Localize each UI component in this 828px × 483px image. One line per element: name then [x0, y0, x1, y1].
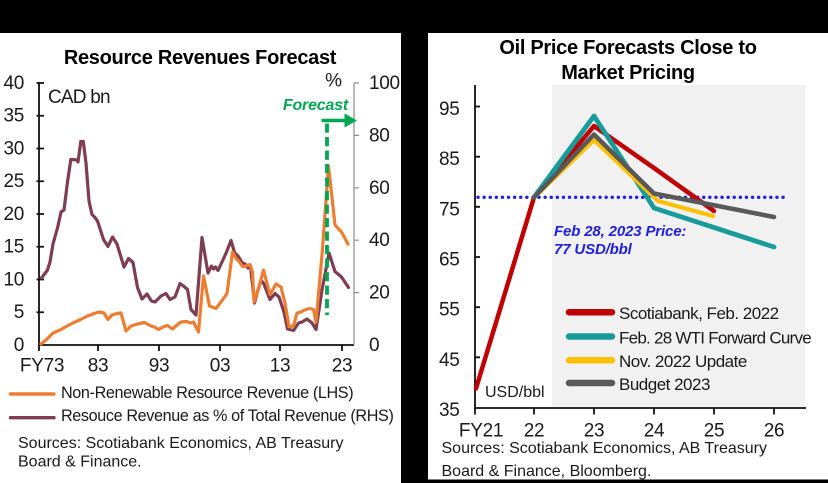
svg-text:Feb. 28 WTI Forward Curve: Feb. 28 WTI Forward Curve	[619, 328, 811, 347]
svg-text:5: 5	[14, 302, 24, 323]
svg-text:93: 93	[149, 356, 170, 377]
svg-text:Feb 28, 2023 Price:: Feb 28, 2023 Price:	[554, 223, 686, 240]
svg-text:Scotiabank, Feb. 2022: Scotiabank, Feb. 2022	[619, 304, 779, 323]
svg-text:13: 13	[270, 356, 291, 377]
svg-text:0: 0	[369, 335, 379, 356]
svg-text:15: 15	[3, 237, 24, 258]
svg-text:60: 60	[369, 178, 390, 199]
svg-text:%: %	[325, 71, 342, 92]
svg-text:77 USD/bbl: 77 USD/bbl	[554, 241, 633, 258]
svg-text:Board & Finance.: Board & Finance.	[18, 454, 142, 471]
svg-text:23: 23	[584, 421, 605, 442]
svg-text:25: 25	[704, 421, 725, 442]
svg-text:Sources: Scotiabank Economics,: Sources: Scotiabank Economics, AB Treasu…	[18, 435, 343, 452]
svg-text:85: 85	[439, 149, 460, 170]
svg-text:Resouce Revenue as % of Total: Resouce Revenue as % of Total Revenue (R…	[61, 407, 393, 425]
svg-text:CAD bn: CAD bn	[48, 87, 110, 108]
svg-text:26: 26	[764, 421, 785, 442]
svg-text:75: 75	[439, 199, 460, 220]
svg-text:Nov. 2022 Update: Nov. 2022 Update	[619, 352, 747, 371]
svg-text:10: 10	[3, 270, 24, 291]
svg-text:40: 40	[3, 73, 24, 94]
svg-text:25: 25	[3, 171, 24, 192]
svg-text:22: 22	[524, 421, 545, 442]
svg-text:Resource Revenues Forecast: Resource Revenues Forecast	[64, 47, 337, 69]
svg-text:USD/bbl: USD/bbl	[485, 384, 545, 401]
svg-text:FY73: FY73	[20, 356, 64, 377]
svg-text:FY21: FY21	[459, 421, 503, 442]
svg-text:65: 65	[439, 250, 460, 271]
svg-text:83: 83	[88, 356, 109, 377]
svg-text:23: 23	[332, 356, 353, 377]
svg-text:30: 30	[3, 139, 24, 160]
svg-text:0: 0	[14, 335, 24, 356]
svg-text:55: 55	[439, 300, 460, 321]
svg-text:Market Pricing: Market Pricing	[561, 62, 695, 84]
svg-text:Oil Price Forecasts Close to: Oil Price Forecasts Close to	[499, 37, 756, 59]
svg-text:40: 40	[369, 230, 390, 251]
svg-text:80: 80	[369, 125, 390, 146]
svg-text:35: 35	[439, 400, 460, 421]
svg-text:35: 35	[3, 106, 24, 127]
svg-text:20: 20	[3, 204, 24, 225]
svg-text:Forecast: Forecast	[283, 97, 349, 114]
svg-text:03: 03	[210, 356, 231, 377]
svg-text:Sources: Scotiabank Economics,: Sources: Scotiabank Economics, AB Treasu…	[442, 440, 767, 457]
svg-text:Budget 2023: Budget 2023	[619, 375, 710, 394]
svg-text:Board & Finance, Bloomberg.: Board & Finance, Bloomberg.	[442, 463, 652, 480]
svg-text:20: 20	[369, 283, 390, 304]
svg-text:45: 45	[439, 350, 460, 371]
svg-text:24: 24	[644, 421, 665, 442]
svg-text:Non-Renewable Resource Revenue: Non-Renewable Resource Revenue (LHS)	[61, 384, 353, 402]
svg-text:100: 100	[369, 73, 400, 94]
svg-text:95: 95	[439, 99, 460, 120]
